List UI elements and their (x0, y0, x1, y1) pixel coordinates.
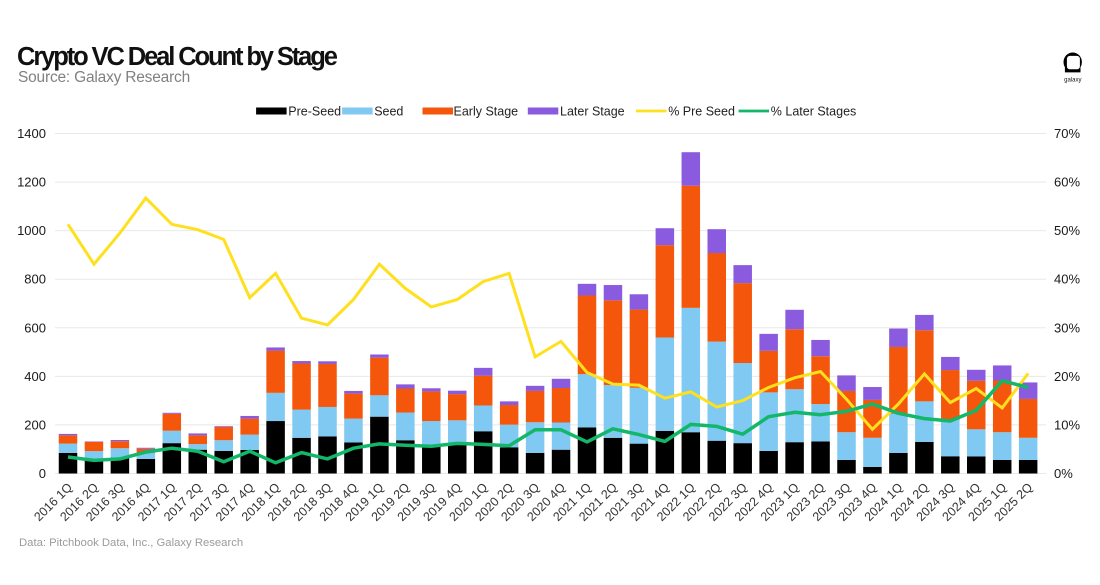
svg-text:galaxy: galaxy (1064, 77, 1081, 83)
svg-text:20%: 20% (1054, 369, 1080, 384)
svg-text:200: 200 (24, 417, 46, 432)
svg-text:10%: 10% (1054, 417, 1080, 432)
svg-text:% Pre Seed: % Pre Seed (668, 105, 735, 119)
svg-text:1000: 1000 (17, 223, 46, 238)
svg-text:1400: 1400 (17, 126, 46, 141)
svg-text:30%: 30% (1054, 320, 1080, 335)
svg-text:50%: 50% (1054, 223, 1080, 238)
svg-text:70%: 70% (1054, 126, 1080, 141)
svg-text:Seed: Seed (374, 105, 403, 119)
svg-text:60%: 60% (1054, 175, 1080, 190)
svg-text:Data: Pitchbook Data, Inc., Ga: Data: Pitchbook Data, Inc., Galaxy Resea… (19, 537, 243, 549)
svg-text:0: 0 (39, 466, 46, 481)
svg-text:Pre-Seed: Pre-Seed (288, 105, 341, 119)
svg-text:0%: 0% (1054, 466, 1073, 481)
svg-text:% Later Stages: % Later Stages (771, 105, 856, 119)
svg-text:40%: 40% (1054, 272, 1080, 287)
svg-text:800: 800 (24, 272, 46, 287)
svg-text:Early Stage: Early Stage (454, 105, 519, 119)
svg-text:600: 600 (24, 320, 46, 335)
svg-text:1200: 1200 (17, 175, 46, 190)
svg-text:Later Stage: Later Stage (560, 105, 625, 119)
svg-text:400: 400 (24, 369, 46, 384)
